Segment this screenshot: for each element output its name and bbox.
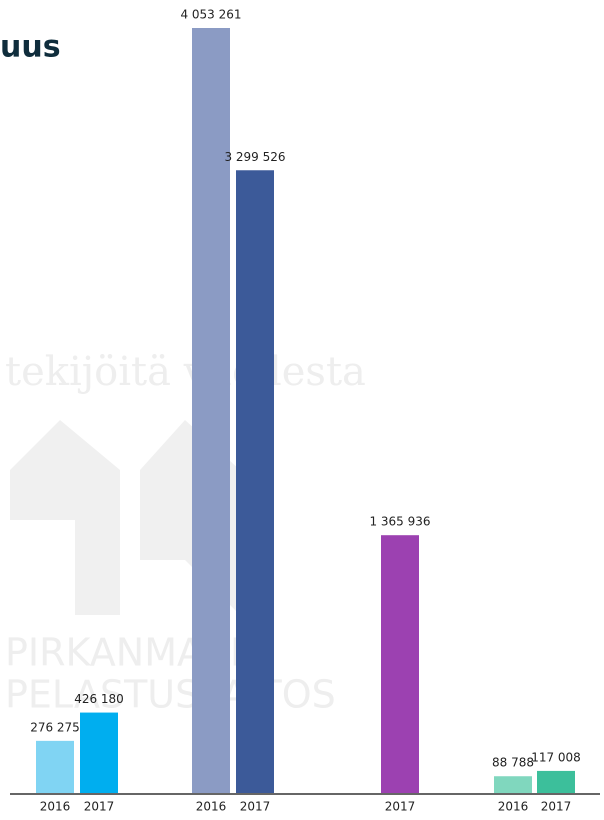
- bar: [537, 770, 575, 793]
- value-label: 276 275: [30, 720, 80, 734]
- watermark-text: PELASTUSLAITOS: [5, 673, 336, 717]
- value-label: 4 053 261: [180, 8, 241, 22]
- x-tick-label: 2016: [498, 800, 529, 814]
- value-label: 426 180: [74, 692, 124, 706]
- x-tick-label: 2016: [196, 800, 227, 814]
- x-tick-label: 2016: [40, 800, 71, 814]
- x-tick-label: 2017: [240, 800, 271, 814]
- value-label: 88 788: [492, 756, 534, 770]
- bar: [192, 28, 230, 793]
- bar: [36, 740, 74, 793]
- x-tick-label: 2017: [84, 800, 115, 814]
- watermark-text: tekijöitä vuodesta: [5, 349, 366, 395]
- value-label: 3 299 526: [224, 150, 285, 164]
- bar: [494, 776, 532, 793]
- x-tick-label: 2017: [385, 800, 416, 814]
- value-label: 117 008: [531, 750, 581, 764]
- chart-title: uus: [0, 30, 61, 65]
- bar: [236, 170, 274, 793]
- value-label: 1 365 936: [369, 515, 430, 529]
- x-tick-label: 2017: [541, 800, 572, 814]
- bar: [381, 535, 419, 793]
- watermark-shape: [10, 420, 120, 615]
- bar: [80, 712, 118, 793]
